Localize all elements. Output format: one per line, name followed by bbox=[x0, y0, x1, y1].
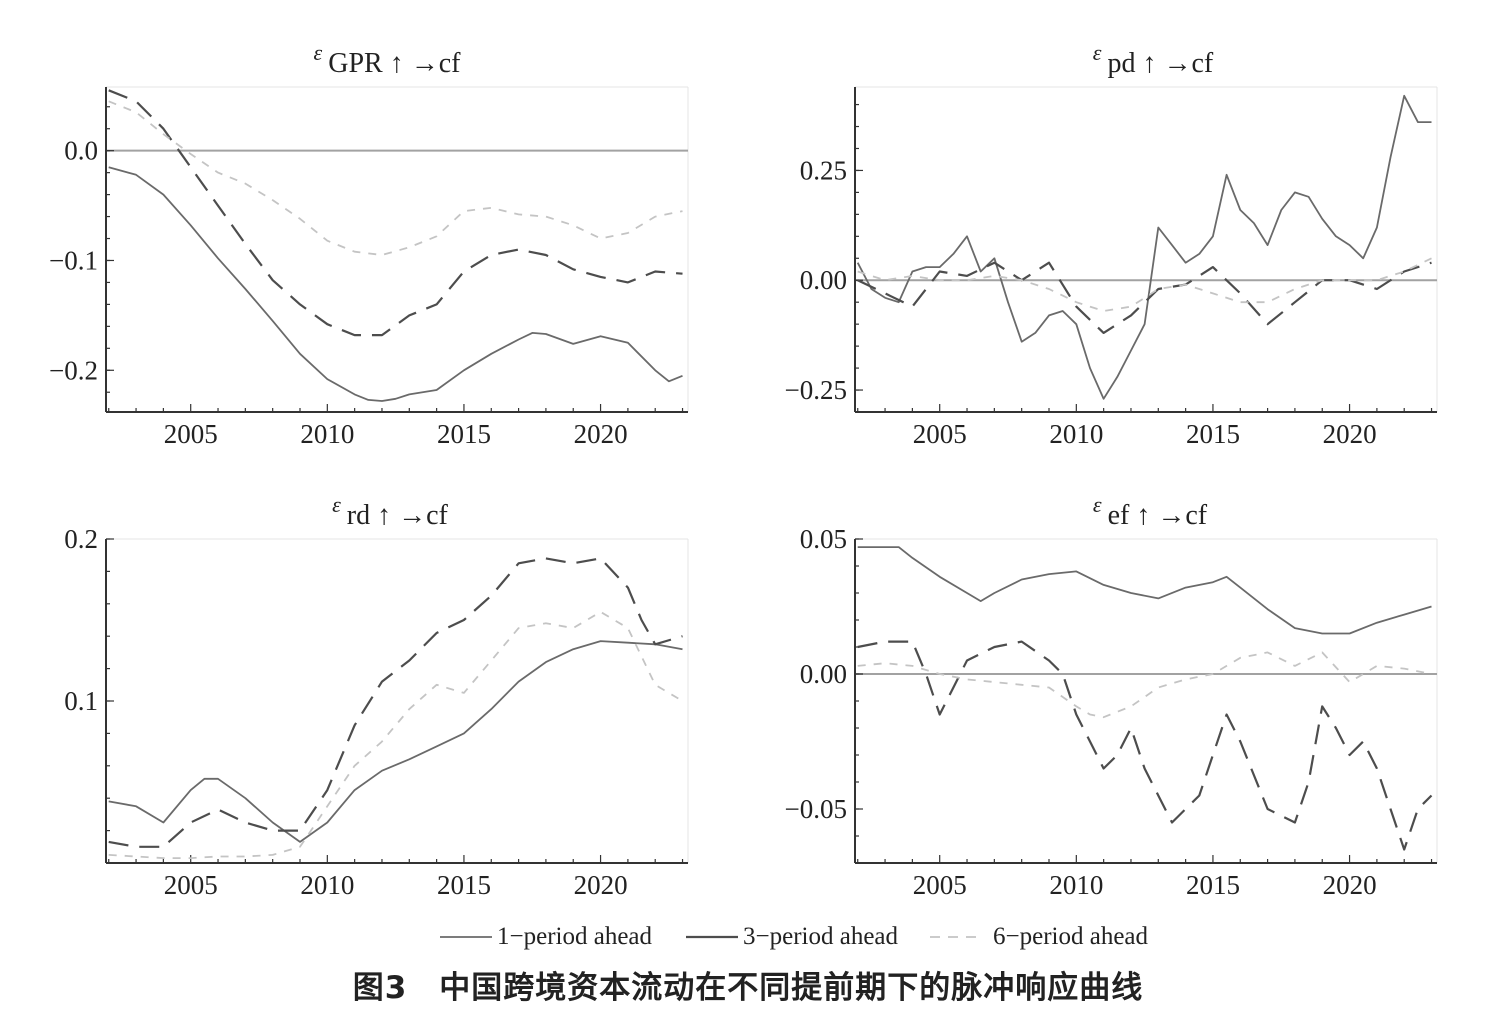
x-tick-label: 2005 bbox=[913, 870, 967, 900]
panel-title: ε GPR ↑ →cf bbox=[314, 40, 462, 79]
x-tick-label: 2020 bbox=[574, 419, 628, 449]
x-tick-label: 2005 bbox=[913, 419, 967, 449]
panel-title: ε ef ↑ →cf bbox=[1093, 492, 1208, 531]
x-tick-label: 2020 bbox=[1323, 419, 1377, 449]
series-line-1-period bbox=[108, 640, 683, 843]
series-line-6-period bbox=[108, 100, 683, 256]
y-tick-label: 0.0 bbox=[64, 136, 98, 166]
chart-panel-rd: 2005 2010 2015 2020 0.2 0.1 ε rd ↑ →cf bbox=[64, 492, 689, 900]
x-tick-label: 2020 bbox=[1323, 870, 1377, 900]
legend-label: 3−period ahead bbox=[743, 923, 899, 950]
x-tick-label: 2015 bbox=[1186, 419, 1240, 449]
x-tick-label: 2015 bbox=[437, 419, 491, 449]
series-line-1-period bbox=[857, 546, 1432, 635]
title-epsilon: ε bbox=[1093, 492, 1102, 517]
y-tick-label: 0.00 bbox=[800, 265, 847, 295]
x-tick-label: 2010 bbox=[1049, 419, 1103, 449]
legend-label: 6−period ahead bbox=[993, 923, 1149, 950]
chart-panel-gpr: 2005 2010 2015 2020 0.0 −0.1 −0.2 ε GPR ↑ →cf bbox=[49, 40, 689, 449]
y-tick-label: 0.00 bbox=[800, 659, 847, 689]
y-tick-label: 0.05 bbox=[800, 524, 847, 554]
x-tick-label: 2015 bbox=[437, 870, 491, 900]
series-line-3-period bbox=[108, 557, 683, 848]
panel-title: ε rd ↑ →cf bbox=[332, 492, 448, 531]
x-tick-label: 2015 bbox=[1186, 870, 1240, 900]
legend-label: 1−period ahead bbox=[497, 923, 653, 950]
series-line-3-period bbox=[108, 89, 683, 337]
legend: 1−period ahead 3−period ahead 6−period ahe… bbox=[440, 923, 1149, 950]
x-tick-label: 2005 bbox=[164, 870, 218, 900]
title-epsilon: ε bbox=[332, 492, 341, 517]
series-line-6-period bbox=[857, 651, 1432, 719]
x-tick-label: 2010 bbox=[300, 870, 354, 900]
x-tick-label: 2010 bbox=[1049, 870, 1103, 900]
y-tick-label: −0.05 bbox=[785, 794, 847, 824]
y-tick-label: 0.2 bbox=[64, 524, 98, 554]
x-tick-label: 2005 bbox=[164, 419, 218, 449]
title-shock: rd bbox=[347, 500, 377, 531]
y-tick-label: −0.2 bbox=[49, 355, 98, 385]
y-tick-label: 0.1 bbox=[64, 686, 98, 716]
title-shock: GPR bbox=[328, 48, 389, 79]
chart-panel-ef: 2005 2010 2015 2020 0.05 0.00 −0.05 ε ef ↑ →cf bbox=[785, 492, 1438, 900]
title-epsilon: ε bbox=[314, 40, 323, 65]
title-shock: ef bbox=[1108, 500, 1137, 531]
title-arrow-target: ↑ →cf bbox=[377, 500, 448, 531]
title-arrow-target: ↑ →cf bbox=[390, 48, 461, 79]
series-line-6-period bbox=[857, 257, 1432, 312]
title-arrow-target: ↑ →cf bbox=[1136, 500, 1207, 531]
title-shock: pd bbox=[1107, 48, 1142, 79]
series-line-1-period bbox=[856, 94, 1432, 400]
figure-caption: 图3 中国跨境资本流动在不同提前期下的脉冲响应曲线 bbox=[352, 970, 1144, 1006]
y-tick-label: 0.25 bbox=[800, 155, 847, 185]
title-epsilon: ε bbox=[1093, 40, 1102, 65]
x-tick-label: 2010 bbox=[300, 419, 354, 449]
y-tick-label: −0.1 bbox=[49, 245, 98, 275]
y-tick-label: −0.25 bbox=[785, 375, 847, 405]
x-tick-label: 2020 bbox=[574, 870, 628, 900]
title-arrow-target: ↑ →cf bbox=[1142, 48, 1213, 79]
panel-title: ε pd ↑ →cf bbox=[1093, 40, 1214, 79]
series-line-3-period bbox=[857, 640, 1433, 851]
series-line-1-period bbox=[108, 166, 683, 402]
chart-panel-pd: 2005 2010 2015 2020 0.25 0.00 −0.25 ε pd ↑ →cf bbox=[785, 40, 1438, 449]
